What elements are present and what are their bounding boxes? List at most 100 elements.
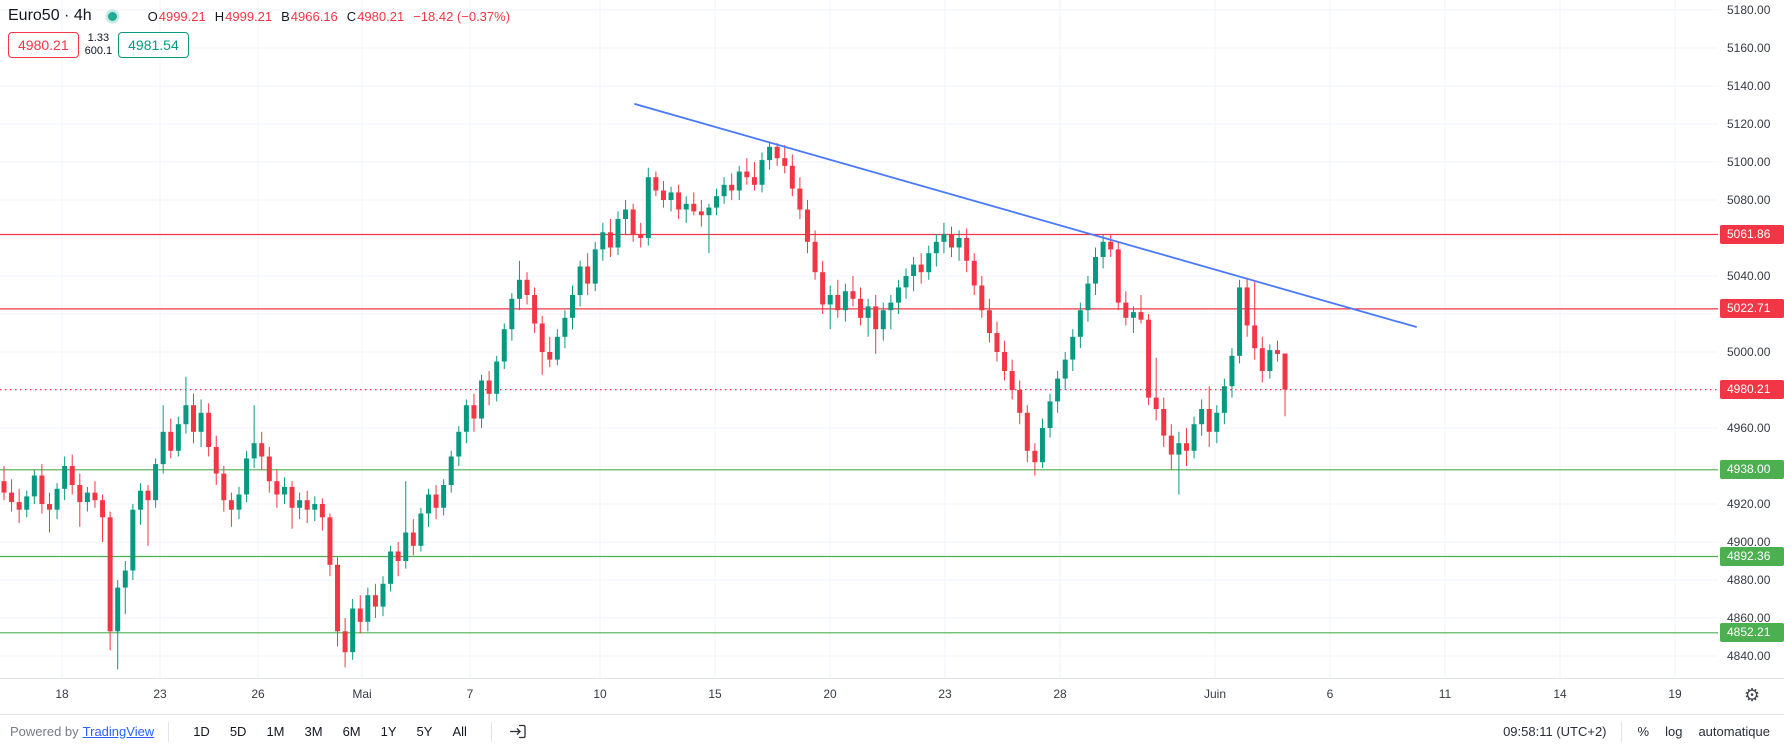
time-axis[interactable]: 18 23 26 Mai 7 10 15 20 23 28 Juin 6 11 14 19 ⚙ bbox=[0, 678, 1784, 714]
candle[interactable] bbox=[660, 190, 666, 201]
candle[interactable] bbox=[1085, 283, 1091, 311]
candle[interactable] bbox=[236, 494, 242, 510]
candle[interactable] bbox=[1153, 397, 1159, 409]
candle[interactable] bbox=[1002, 352, 1008, 371]
candle[interactable] bbox=[410, 532, 416, 546]
candle[interactable] bbox=[1267, 350, 1273, 371]
candle[interactable] bbox=[1039, 428, 1045, 463]
candle[interactable] bbox=[1024, 412, 1030, 451]
candle[interactable] bbox=[1070, 336, 1076, 360]
candle[interactable] bbox=[736, 171, 742, 191]
candle[interactable] bbox=[350, 608, 356, 653]
candle[interactable] bbox=[137, 490, 143, 510]
candle[interactable] bbox=[577, 266, 583, 296]
candle[interactable] bbox=[585, 266, 591, 284]
candle[interactable] bbox=[880, 310, 886, 330]
candle[interactable] bbox=[335, 564, 341, 632]
candle[interactable] bbox=[395, 551, 401, 562]
candle[interactable] bbox=[357, 608, 363, 622]
candle[interactable] bbox=[888, 302, 894, 311]
candle[interactable] bbox=[918, 264, 924, 273]
candle[interactable] bbox=[1244, 287, 1250, 326]
candle[interactable] bbox=[403, 532, 409, 562]
range-button-all[interactable]: All bbox=[452, 724, 467, 739]
candle[interactable] bbox=[122, 570, 128, 588]
candle[interactable] bbox=[312, 504, 318, 510]
settings-gear-icon[interactable]: ⚙ bbox=[1744, 685, 1761, 705]
candle[interactable] bbox=[1123, 302, 1129, 318]
candle[interactable] bbox=[228, 500, 234, 510]
candle[interactable] bbox=[168, 431, 174, 451]
session-clock[interactable]: 09:58:11 (UTC+2) bbox=[1503, 724, 1607, 739]
candle[interactable] bbox=[509, 298, 515, 330]
candle[interactable] bbox=[1237, 287, 1243, 356]
candle[interactable] bbox=[380, 583, 386, 607]
candle[interactable] bbox=[1009, 371, 1015, 390]
symbol-title[interactable]: Euro50 · 4h bbox=[8, 7, 92, 24]
candle[interactable] bbox=[547, 352, 553, 360]
candle[interactable] bbox=[1191, 424, 1197, 451]
candle[interactable] bbox=[297, 500, 303, 508]
candle[interactable] bbox=[266, 456, 272, 482]
candle[interactable] bbox=[388, 551, 394, 584]
candle[interactable] bbox=[160, 431, 166, 465]
candle[interactable] bbox=[979, 285, 985, 311]
bid-price-button[interactable]: 4980.21 bbox=[8, 32, 79, 58]
candle[interactable] bbox=[1032, 450, 1038, 463]
candle[interactable] bbox=[1221, 386, 1227, 413]
candle[interactable] bbox=[1274, 350, 1280, 354]
candle[interactable] bbox=[759, 160, 765, 185]
candle[interactable] bbox=[964, 238, 970, 261]
candle[interactable] bbox=[463, 405, 469, 432]
candle[interactable] bbox=[774, 146, 780, 159]
candle[interactable] bbox=[1047, 401, 1053, 428]
candle[interactable] bbox=[820, 272, 826, 305]
candle[interactable] bbox=[592, 249, 598, 284]
candle[interactable] bbox=[1130, 312, 1136, 318]
candlestick-chart-canvas[interactable] bbox=[0, 0, 1718, 678]
candle[interactable] bbox=[54, 488, 60, 510]
candle[interactable] bbox=[949, 234, 954, 248]
candle[interactable] bbox=[1259, 348, 1265, 371]
candle[interactable] bbox=[213, 447, 219, 474]
candle[interactable] bbox=[782, 158, 788, 166]
candle[interactable] bbox=[479, 380, 485, 419]
candle[interactable] bbox=[1100, 241, 1106, 257]
candle[interactable] bbox=[524, 279, 530, 295]
candle[interactable] bbox=[1252, 325, 1258, 349]
range-button-1d[interactable]: 1D bbox=[193, 724, 210, 739]
candle[interactable] bbox=[941, 234, 947, 242]
candle[interactable] bbox=[714, 196, 720, 208]
candle[interactable] bbox=[69, 466, 75, 485]
candle[interactable] bbox=[206, 412, 212, 447]
candle[interactable] bbox=[812, 241, 818, 273]
candle[interactable] bbox=[425, 494, 431, 514]
percent-scale-button[interactable]: % bbox=[1637, 724, 1650, 739]
candle[interactable] bbox=[62, 466, 68, 489]
candle[interactable] bbox=[895, 287, 901, 303]
tradingview-link[interactable]: TradingView bbox=[82, 724, 155, 739]
candle[interactable] bbox=[16, 502, 22, 510]
candle[interactable] bbox=[259, 443, 265, 457]
candle[interactable] bbox=[1146, 319, 1152, 398]
candle[interactable] bbox=[501, 329, 507, 362]
candle[interactable] bbox=[532, 295, 538, 324]
candle[interactable] bbox=[638, 234, 644, 238]
candle[interactable] bbox=[251, 443, 257, 459]
candle[interactable] bbox=[1062, 359, 1068, 379]
log-scale-button[interactable]: log bbox=[1665, 724, 1683, 739]
candle[interactable] bbox=[319, 504, 325, 518]
candle[interactable] bbox=[456, 431, 462, 457]
candle[interactable] bbox=[706, 207, 712, 216]
candle[interactable] bbox=[191, 405, 196, 432]
candle[interactable] bbox=[244, 458, 250, 495]
candle[interactable] bbox=[911, 264, 917, 276]
range-button-1y[interactable]: 1Y bbox=[380, 724, 397, 739]
auto-scale-button[interactable]: automatique bbox=[1698, 724, 1770, 739]
candle[interactable] bbox=[274, 481, 280, 495]
candle[interactable] bbox=[441, 485, 447, 508]
candle[interactable] bbox=[77, 485, 83, 503]
candle[interactable] bbox=[1229, 355, 1235, 387]
candle[interactable] bbox=[1093, 257, 1099, 284]
candle[interactable] bbox=[751, 177, 757, 185]
